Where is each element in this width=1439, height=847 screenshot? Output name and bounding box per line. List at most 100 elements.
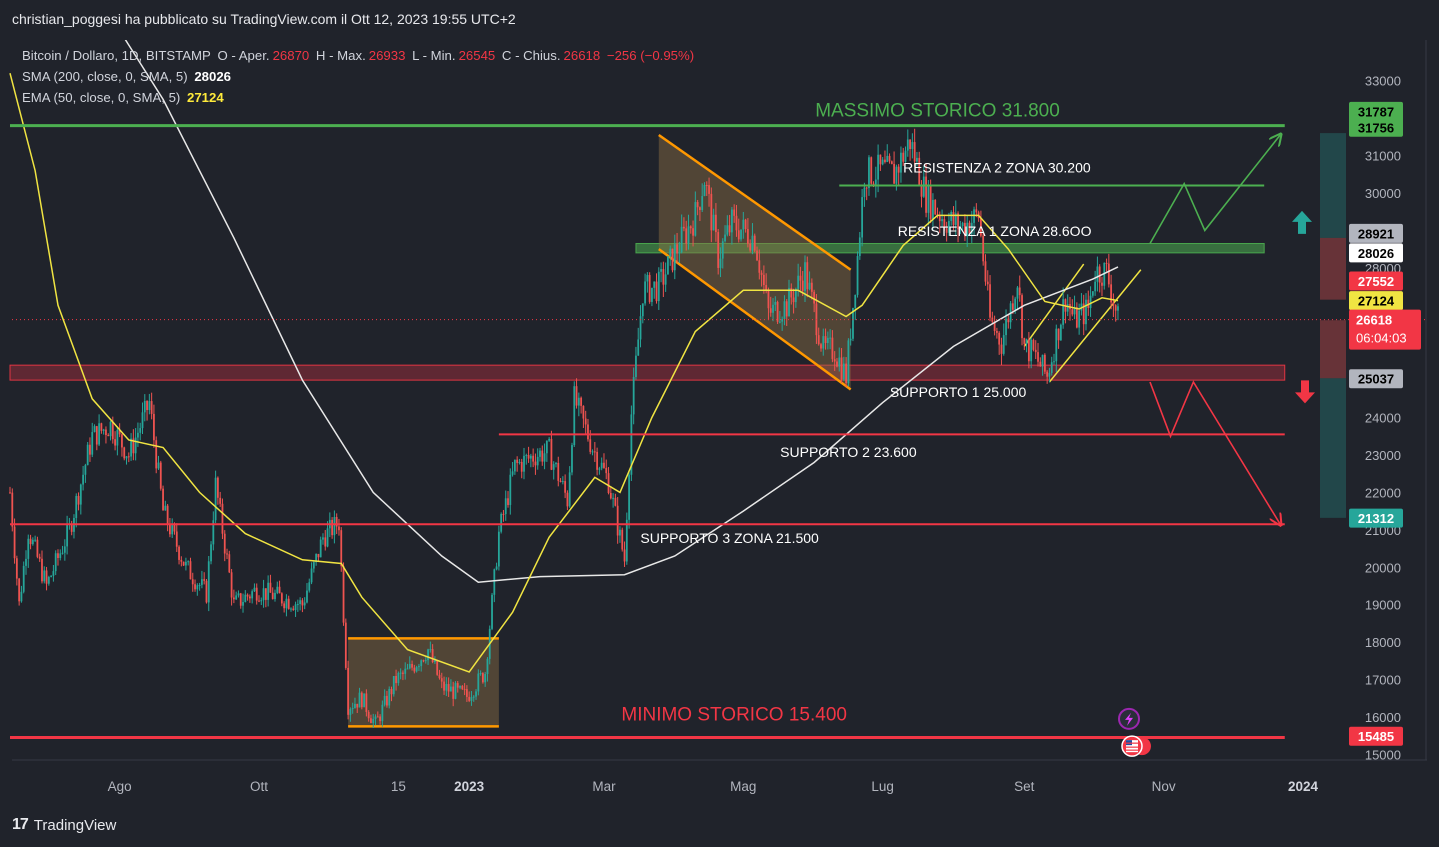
candle-body <box>230 572 233 598</box>
candle-body <box>710 193 713 231</box>
candle-body <box>651 287 653 302</box>
candle-body <box>701 196 704 210</box>
candle-body <box>539 450 541 457</box>
candle-body <box>322 537 324 540</box>
price-badge-15485: 15485 <box>1349 726 1403 746</box>
candle-body <box>545 440 548 454</box>
candle-body <box>712 214 715 231</box>
candle-body <box>360 692 363 708</box>
candle-body <box>404 668 407 674</box>
candle-body <box>680 226 683 253</box>
candle-body <box>641 303 644 317</box>
candle-body <box>500 513 503 532</box>
candle-body <box>920 185 923 197</box>
candle-body <box>376 716 379 718</box>
ema-label[interactable]: EMA (50, close, 0, SMA, 5) <box>22 90 181 105</box>
candle-body <box>100 423 103 431</box>
candle-body <box>824 336 827 343</box>
y-tick-label: 15000 <box>1365 747 1401 762</box>
candle-body <box>614 497 617 506</box>
candle-body <box>619 529 621 536</box>
candle-body <box>443 681 445 691</box>
candle-body <box>137 432 139 438</box>
candle-body <box>504 498 507 515</box>
candle-body <box>877 154 880 180</box>
candle-body <box>703 184 706 197</box>
candle-body <box>226 553 228 555</box>
candle-body <box>198 584 201 586</box>
candle-body <box>932 199 934 219</box>
candle-body <box>625 519 628 562</box>
candle-body <box>86 444 89 466</box>
sma-label[interactable]: SMA (200, close, 0, SMA, 5) <box>22 69 188 84</box>
price-badge-28921: 28921 <box>1349 223 1403 243</box>
candle-body <box>989 284 991 318</box>
candle-body <box>130 438 132 457</box>
candle-body <box>532 455 535 462</box>
tradingview-logo[interactable]: 17 TradingView <box>12 816 116 834</box>
symbol-name[interactable]: Bitcoin / Dollaro, 1D, BITSTAMP <box>22 48 211 63</box>
rising-channel-line-1 <box>1048 269 1142 383</box>
candle-body <box>774 301 777 305</box>
candle-body <box>427 649 429 661</box>
candle-body <box>143 400 146 413</box>
candle-body <box>248 596 251 599</box>
candle-body <box>609 492 612 499</box>
current-price-badge: 26618 06:04:03 <box>1349 309 1421 350</box>
candle-body <box>653 281 656 288</box>
x-tick-label: Ott <box>250 779 268 794</box>
candle-body <box>9 492 11 494</box>
candle-body <box>995 330 998 333</box>
candle-body <box>1055 328 1058 362</box>
candle-body <box>134 437 137 454</box>
x-tick-label: Lug <box>871 779 894 794</box>
candle-body <box>719 258 722 268</box>
candle-body <box>1005 318 1007 336</box>
candle-body <box>70 523 73 532</box>
candle-body <box>916 157 918 162</box>
candle-body <box>1082 303 1085 325</box>
candle-body <box>543 453 546 462</box>
candle-body <box>735 215 738 231</box>
candle-body <box>630 414 633 475</box>
candle-body <box>776 301 779 322</box>
candle-body <box>210 544 212 562</box>
price-chart[interactable]: MASSIMO STORICO 31.800 RESISTENZA 2 ZONA … <box>0 40 1439 800</box>
candle-body <box>552 464 555 470</box>
candle-body <box>52 571 55 576</box>
candle-body <box>43 570 46 582</box>
y-tick-label: 23000 <box>1365 448 1401 463</box>
candle-body <box>1046 371 1049 377</box>
candle-body <box>728 225 731 233</box>
candle-body <box>980 218 982 236</box>
candle-body <box>319 539 322 558</box>
sma-legend-row[interactable]: SMA (200, close, 0, SMA, 5) 28026 <box>22 66 697 87</box>
bullish-projection <box>1149 135 1280 244</box>
us-flag-event-icon <box>1121 735 1151 757</box>
svg-text:31787: 31787 <box>1358 104 1394 119</box>
candle-body <box>450 686 452 692</box>
candle-body <box>54 553 57 572</box>
candle-body <box>447 683 450 692</box>
candle-body <box>838 357 841 367</box>
candle-body <box>424 660 427 662</box>
candle-body <box>765 285 768 291</box>
ohlc-legend-row[interactable]: Bitcoin / Dollaro, 1D, BITSTAMP O - Aper… <box>22 45 697 66</box>
ema-legend-row[interactable]: EMA (50, close, 0, SMA, 5) 27124 <box>22 87 697 108</box>
candle-body <box>481 673 484 683</box>
candle-body <box>340 530 343 567</box>
long-position-zone <box>1320 133 1346 238</box>
candle-body <box>395 676 397 684</box>
candle-body <box>157 462 160 469</box>
publisher-info: christian_poggesi ha pubblicato su Tradi… <box>12 11 516 27</box>
candle-body <box>998 332 1001 345</box>
candle-body <box>616 505 619 536</box>
candle-body <box>550 438 553 470</box>
support-3-price-badge: 21312 <box>1349 508 1403 528</box>
candle-body <box>516 459 519 463</box>
candle-body <box>888 155 891 162</box>
candle-body <box>1048 372 1051 377</box>
low-value: 26545 <box>458 48 496 63</box>
candle-body <box>801 280 804 291</box>
candle-body <box>566 492 569 507</box>
